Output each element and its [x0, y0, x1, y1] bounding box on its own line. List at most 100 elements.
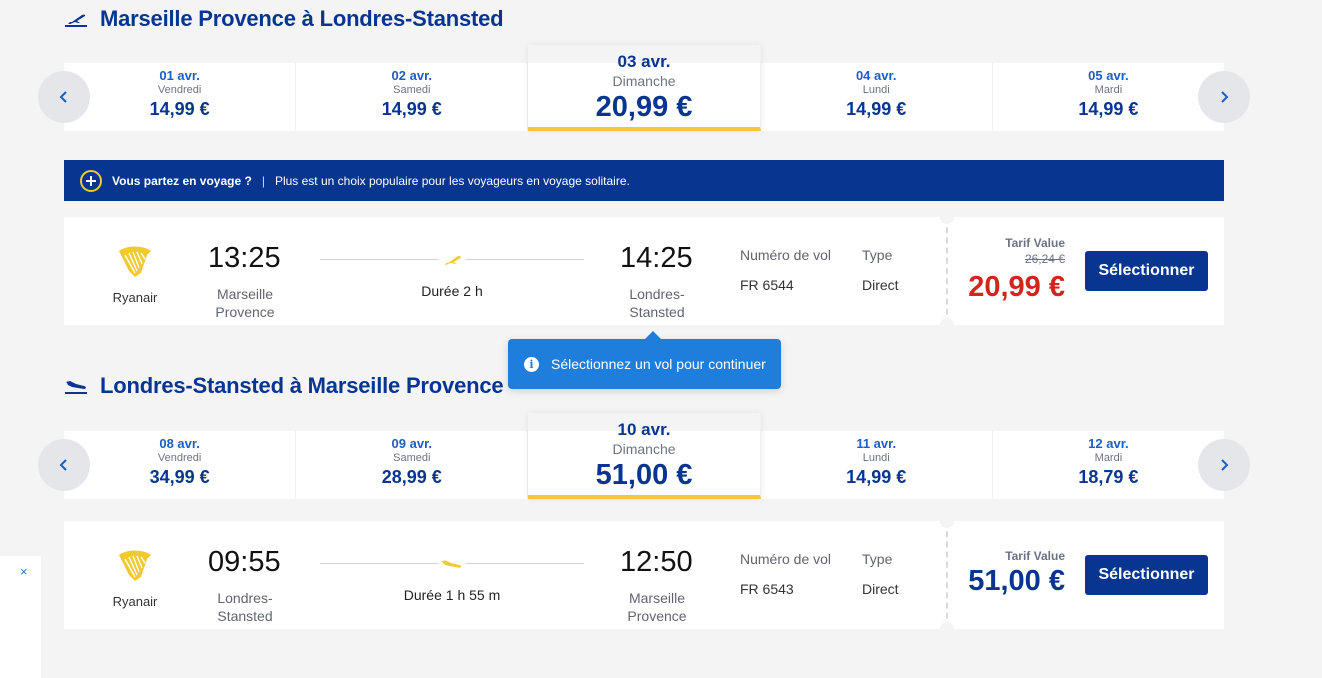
date-cell-selected[interactable]: 10 avr. Dimanche 51,00 €: [528, 413, 761, 499]
date-price: 14,99 €: [149, 99, 210, 119]
date-label: 11 avr.: [856, 436, 897, 451]
date-label: 03 avr.: [617, 52, 671, 71]
date-label: 04 avr.: [855, 68, 897, 83]
departure-time: 09:55: [208, 546, 281, 578]
day-label: Mardi: [1094, 84, 1123, 96]
side-panel: ×: [0, 556, 41, 678]
outbound-date-strip: 01 avr. Vendredi 14,99 € 02 avr. Samedi …: [64, 45, 1224, 131]
flight-price: 51,00 €: [968, 565, 1065, 597]
inbound-header: Londres-Stansted à Marseille Provence: [64, 373, 504, 399]
type-label: Type: [862, 551, 893, 567]
departure-time: 13:25: [208, 242, 281, 274]
tarif-label: Tarif Value: [1005, 549, 1065, 563]
flight-type: Direct: [862, 277, 899, 293]
airline-name: Ryanair: [112, 290, 158, 305]
day-label: Dimanche: [612, 441, 676, 457]
prev-dates-button[interactable]: [38, 439, 90, 491]
day-label: Samedi: [393, 452, 431, 464]
outbound-header: Marseille Provence à Londres-Stansted: [64, 6, 504, 32]
date-price: 14,99 €: [846, 99, 907, 119]
landing-icon: [65, 381, 87, 394]
arrival-city: Londres- Stansted: [629, 286, 685, 320]
outbound-title: Marseille Provence à Londres-Stansted: [100, 6, 504, 31]
flight-number-label: Numéro de vol: [740, 247, 832, 263]
day-label: Mardi: [1094, 452, 1123, 464]
inbound-date-strip: 08 avr. Vendredi 34,99 € 09 avr. Samedi …: [64, 413, 1224, 499]
date-label: 09 avr.: [391, 436, 433, 451]
day-label: Lundi: [862, 452, 890, 464]
flight-number-label: Numéro de vol: [740, 551, 832, 567]
next-dates-button[interactable]: [1198, 71, 1250, 123]
date-cell[interactable]: 04 avr. Lundi 14,99 €: [761, 63, 993, 131]
flight-duration: Durée 2 h: [421, 283, 483, 299]
flight-type: Direct: [862, 581, 899, 597]
date-label: 10 avr.: [617, 420, 671, 439]
banner-separator: |: [261, 173, 265, 188]
day-label: Vendredi: [157, 84, 202, 96]
card-notch: [940, 521, 954, 528]
plane-icon: [439, 253, 465, 269]
date-price: 28,99 €: [381, 467, 442, 487]
chevron-left-icon: [59, 459, 67, 471]
chevron-right-icon: [1221, 459, 1229, 471]
arrival-time: 14:25: [620, 242, 693, 274]
date-price: 20,99 €: [595, 91, 693, 123]
departure-city: Marseille Provence: [215, 286, 275, 320]
date-cell[interactable]: 05 avr. Mardi 14,99 €: [993, 63, 1224, 131]
old-price: 26,24 €: [1024, 252, 1065, 266]
airline-logo: Ryanair: [104, 545, 166, 609]
plus-promo-banner[interactable]: Vous partez en voyage ? | Plus est un ch…: [64, 160, 1224, 201]
flight-price: 20,99 €: [968, 271, 1065, 303]
airline-logo: Ryanair: [104, 241, 166, 305]
close-icon[interactable]: ×: [20, 564, 28, 579]
prev-dates-button[interactable]: [38, 71, 90, 123]
date-cell[interactable]: 01 avr. Vendredi 14,99 €: [64, 63, 297, 131]
date-label: 05 avr.: [1088, 68, 1129, 83]
day-label: Lundi: [862, 84, 890, 96]
date-price: 14,99 €: [846, 467, 907, 487]
date-label: 08 avr.: [159, 436, 200, 451]
select-flight-tooltip: i Sélectionnez un vol pour continuer: [508, 331, 781, 389]
date-price: 51,00 €: [595, 459, 693, 491]
chevron-left-icon: [59, 91, 67, 103]
tooltip-text: Sélectionnez un vol pour continuer: [551, 356, 766, 372]
date-cell[interactable]: 12 avr. Mardi 18,79 €: [993, 431, 1224, 499]
date-cell[interactable]: 08 avr. Vendredi 34,99 €: [64, 431, 297, 499]
select-flight-button[interactable]: Sélectionner: [1085, 251, 1208, 291]
date-cell-selected[interactable]: 03 avr. Dimanche 20,99 €: [528, 45, 761, 131]
departure-city: Londres- Stansted: [217, 590, 273, 624]
ryanair-harp-logo: [119, 246, 151, 277]
select-flight-button[interactable]: Sélectionner: [1085, 555, 1208, 595]
banner-heading: Vous partez en voyage ?: [112, 173, 252, 188]
date-cell[interactable]: 02 avr. Samedi 14,99 €: [296, 63, 529, 131]
inbound-flight-card[interactable]: Ryanair 09:55 Londres- Stansted Durée 1 …: [64, 521, 1224, 629]
next-dates-button[interactable]: [1198, 439, 1250, 491]
day-label: Vendredi: [157, 452, 202, 464]
date-cell[interactable]: 09 avr. Samedi 28,99 €: [296, 431, 529, 499]
card-notch: [940, 217, 954, 224]
plane-icon: [439, 557, 465, 573]
type-label: Type: [862, 247, 893, 263]
banner-text: Plus est un choix populaire pour les voy…: [274, 173, 630, 188]
flight-duration: Durée 1 h 55 m: [403, 587, 501, 603]
info-icon: i: [524, 356, 539, 372]
flight-number: FR 6543: [740, 581, 794, 597]
card-divider: [946, 217, 948, 325]
arrival-city: Marseille Provence: [627, 590, 687, 624]
date-label: 12 avr.: [1088, 436, 1129, 451]
ryanair-harp-logo: [119, 550, 151, 581]
date-price: 34,99 €: [149, 467, 210, 487]
date-price: 18,79 €: [1078, 467, 1139, 487]
day-label: Samedi: [393, 84, 431, 96]
date-cell[interactable]: 11 avr. Lundi 14,99 €: [761, 431, 993, 499]
day-label: Dimanche: [612, 73, 676, 89]
outbound-flight-card[interactable]: Ryanair 13:25 Marseille Provence Durée 2…: [64, 217, 1224, 325]
tarif-label: Tarif Value: [1005, 236, 1065, 250]
arrival-time: 12:50: [620, 546, 693, 578]
plus-icon: [80, 169, 102, 192]
takeoff-icon: [65, 14, 87, 27]
chevron-right-icon: [1221, 91, 1229, 103]
card-notch: [940, 318, 954, 325]
card-divider: [946, 521, 948, 629]
airline-name: Ryanair: [112, 594, 158, 609]
